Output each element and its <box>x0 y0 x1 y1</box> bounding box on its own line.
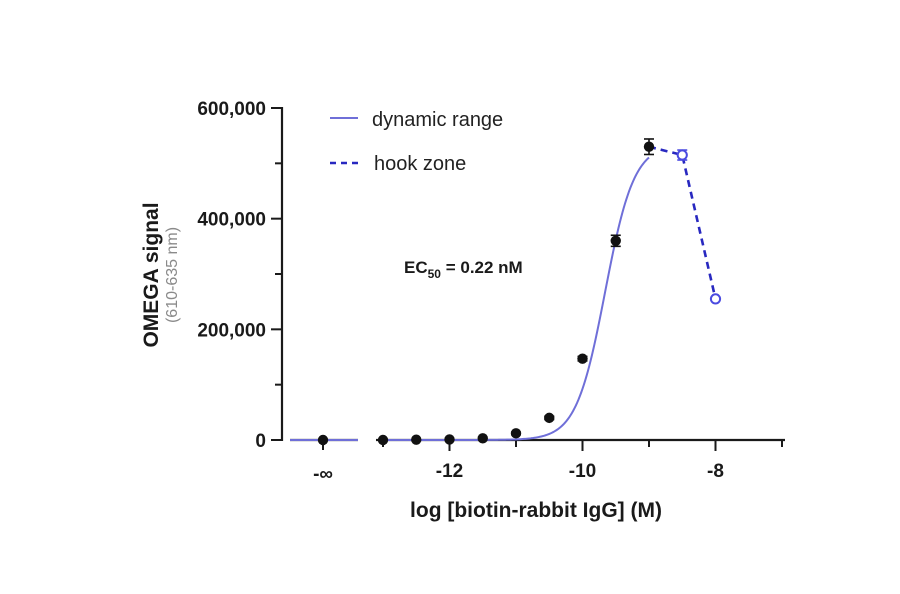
x-ticks: -∞ -12 -10 -8 <box>313 440 783 485</box>
y-ticks: 0 200,000 400,000 600,000 <box>197 99 282 452</box>
legend: dynamic range hook zone <box>330 109 503 175</box>
ec50-annotation-subscript: 50 <box>428 267 442 281</box>
hook-zone-line <box>648 145 717 300</box>
ec50-annotation-value: = 0.22 nM <box>441 258 523 277</box>
data-point <box>544 412 555 424</box>
y-axis-subtitle: (610-635 nm) <box>164 227 181 323</box>
y-axis-title: OMEGA signal <box>140 202 163 347</box>
ec50-annotation-main: EC <box>404 258 428 277</box>
y-axis: 0 200,000 400,000 600,000 <box>197 99 284 452</box>
data-point <box>577 353 588 364</box>
y-tick-label: 400,000 <box>197 210 266 231</box>
x-tick-label: -10 <box>569 461 596 482</box>
x-axis-title: log [biotin-rabbit IgG] (M) <box>410 499 662 522</box>
ec50-annotation: EC50 = 0.22 nM <box>404 258 523 281</box>
y-tick-label: 200,000 <box>197 320 266 341</box>
legend-label-dynamic-range: dynamic range <box>372 109 503 131</box>
y-tick-label: 0 <box>255 431 266 452</box>
data-point <box>510 428 522 439</box>
y-tick-label: 600,000 <box>197 99 266 120</box>
x-tick-label-neg-infinity: -∞ <box>313 464 333 485</box>
data-point <box>477 433 488 444</box>
data-point <box>444 434 455 445</box>
data-point <box>377 434 389 446</box>
data-point-zero <box>317 434 329 446</box>
fit-curve <box>383 156 650 441</box>
x-tick-label: -12 <box>436 461 463 482</box>
data-point <box>643 141 655 152</box>
x-axis: -∞ -12 -10 -8 <box>290 438 785 485</box>
plot-area <box>290 138 722 446</box>
x-tick-label: -8 <box>707 461 724 482</box>
data-point-hook <box>709 293 722 305</box>
data-point <box>411 434 422 445</box>
data-point-hook <box>676 149 688 161</box>
data-point <box>610 235 621 246</box>
legend-label-hook-zone: hook zone <box>374 153 466 175</box>
